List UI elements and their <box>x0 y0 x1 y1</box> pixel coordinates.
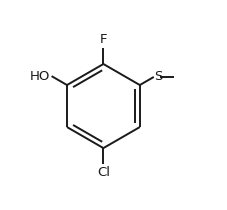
Text: F: F <box>100 33 107 46</box>
Text: S: S <box>155 70 163 83</box>
Text: HO: HO <box>30 70 50 83</box>
Text: Cl: Cl <box>97 166 110 179</box>
